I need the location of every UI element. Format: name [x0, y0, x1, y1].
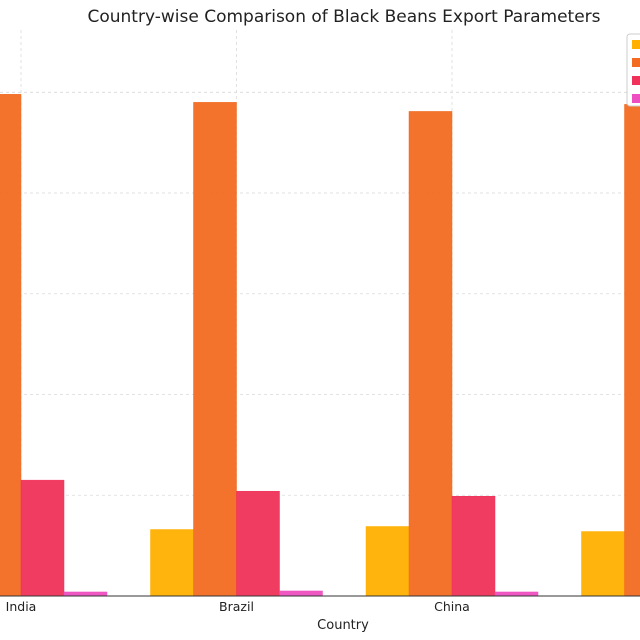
x-tick-label: Brazil [219, 599, 254, 614]
legend-swatch [632, 76, 640, 85]
grid-layer [0, 30, 640, 597]
bar [451, 496, 496, 597]
chart-title: Country-wise Comparison of Black Beans E… [87, 7, 600, 27]
legend-box [626, 33, 640, 107]
bar [581, 531, 625, 597]
legend [626, 33, 640, 107]
bar [236, 490, 280, 597]
bar [494, 591, 539, 597]
bar [20, 479, 65, 597]
bar [279, 590, 323, 597]
bar [150, 529, 194, 597]
x-tick-label: India [6, 599, 37, 614]
bar [624, 104, 640, 597]
bar [63, 591, 108, 597]
x-tick-label: China [434, 599, 470, 614]
legend-swatch [632, 58, 640, 67]
x-axis-title: Country [317, 618, 369, 633]
bar [408, 111, 453, 597]
bar [193, 102, 237, 597]
legend-swatch [632, 94, 640, 103]
bar [365, 526, 410, 597]
bars-layer [0, 94, 640, 597]
bar [0, 94, 22, 597]
legend-swatch [632, 40, 640, 49]
x-tick-labels: India Brazil China [6, 599, 470, 614]
